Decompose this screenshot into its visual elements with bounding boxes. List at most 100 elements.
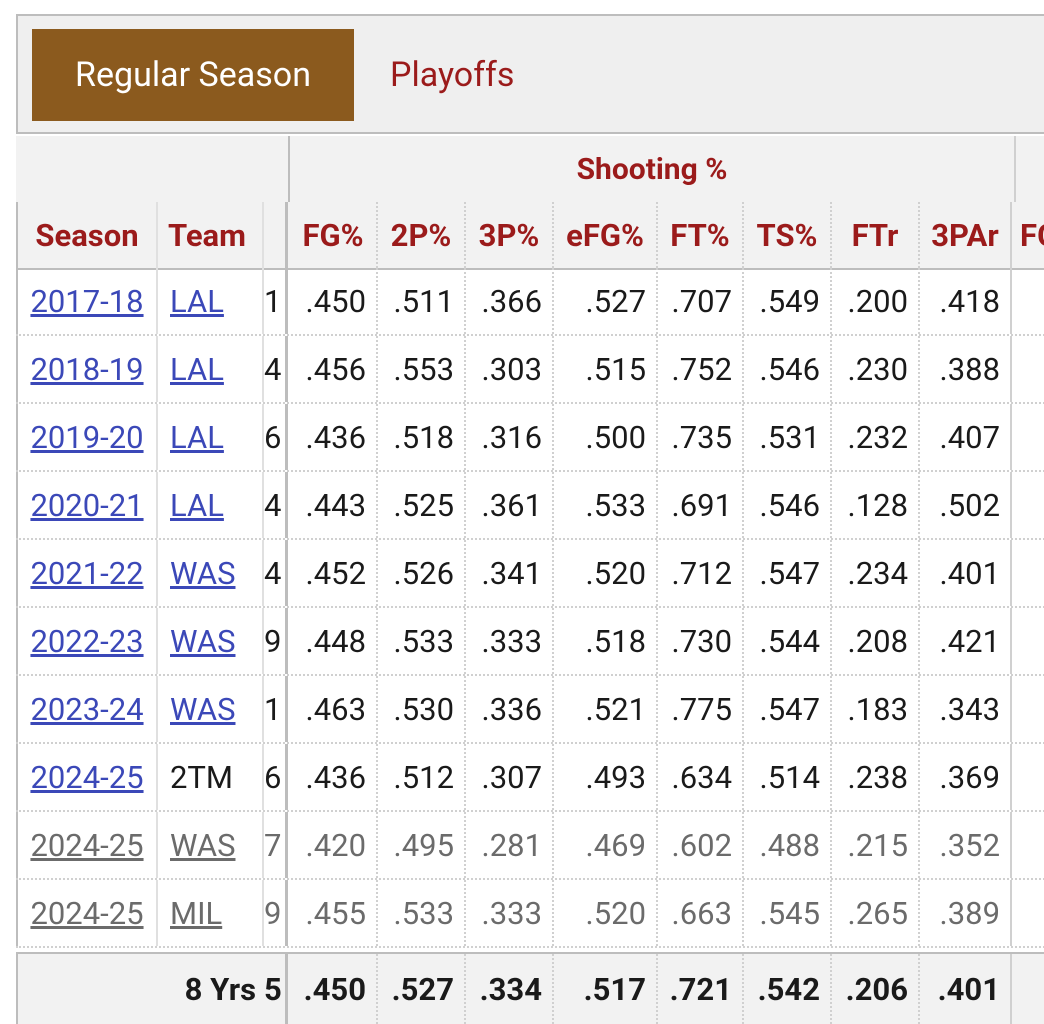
cell-fg-pct: .456 xyxy=(290,336,378,402)
cell-fg-pct: .436 xyxy=(290,744,378,810)
cell-2p-pct: .512 xyxy=(378,744,466,810)
team-link[interactable]: WAS xyxy=(158,676,264,742)
cell-3par: .502 xyxy=(920,472,1012,538)
cell-ft-pct: .663 xyxy=(658,880,744,946)
column-header-row: Season Team FG% 2P% 3P% eFG% FT% TS% FTr… xyxy=(16,202,1044,270)
season-link[interactable]: 2024-25 xyxy=(16,812,158,878)
season-link[interactable]: 2022-23 xyxy=(16,608,158,674)
season-link[interactable]: 2023-24 xyxy=(16,676,158,742)
total-efg-pct: .517 xyxy=(554,954,658,1024)
cell-frozen-edge: 9 xyxy=(264,608,288,674)
cell-fg-pct: .436 xyxy=(290,404,378,470)
group-header-row: Shooting % xyxy=(16,136,1044,204)
col-header-team[interactable]: Team xyxy=(158,202,264,268)
total-2p-pct: .527 xyxy=(378,954,466,1024)
cell-2p-pct: .525 xyxy=(378,472,466,538)
cell-ft-pct: .707 xyxy=(658,268,744,334)
group-header-shooting: Shooting % xyxy=(288,136,1016,202)
cell-fg-pct: .450 xyxy=(290,268,378,334)
col-header-cut-off[interactable]: FG xyxy=(1020,216,1044,254)
col-header-ft-pct[interactable]: FT% xyxy=(658,202,744,268)
team-link[interactable]: LAL xyxy=(158,472,264,538)
cell-2p-pct: .518 xyxy=(378,404,466,470)
season-link[interactable]: 2024-25 xyxy=(16,744,158,810)
cell-3p-pct: .303 xyxy=(466,336,554,402)
table-row: 2024-25 WAS 7.420.495.281.469.602.488.215.… xyxy=(16,812,1044,880)
cell-fg-pct: .448 xyxy=(290,608,378,674)
cell-ts-pct: .514 xyxy=(744,744,832,810)
cell-2p-pct: .526 xyxy=(378,540,466,606)
table-row: 2019-20 LAL 6.436.518.316.500.735.531.232.… xyxy=(16,404,1044,472)
cell-frozen-edge: 6 xyxy=(264,404,288,470)
cell-3par: .418 xyxy=(920,268,1012,334)
cell-ts-pct: .488 xyxy=(744,812,832,878)
team-link[interactable]: MIL xyxy=(158,880,264,946)
cell-ft-pct: .602 xyxy=(658,812,744,878)
tab-regular-season[interactable]: Regular Season xyxy=(32,29,354,121)
cell-ts-pct: .531 xyxy=(744,404,832,470)
season-link[interactable]: 2018-19 xyxy=(16,336,158,402)
cell-2p-pct: .553 xyxy=(378,336,466,402)
cell-fg-pct: .443 xyxy=(290,472,378,538)
col-header-efg-pct[interactable]: eFG% xyxy=(554,202,658,268)
cell-ts-pct: .547 xyxy=(744,540,832,606)
cell-ts-pct: .546 xyxy=(744,472,832,538)
cell-efg-pct: .527 xyxy=(554,268,658,334)
col-header-fg-pct[interactable]: FG% xyxy=(290,202,378,268)
cell-ftr: .230 xyxy=(832,336,920,402)
col-header-frozen-edge xyxy=(264,202,288,268)
cell-frozen-edge: 1 xyxy=(264,676,288,742)
team-link[interactable]: WAS xyxy=(158,608,264,674)
cell-ftr: .200 xyxy=(832,268,920,334)
cell-ft-pct: .735 xyxy=(658,404,744,470)
season-link[interactable]: 2019-20 xyxy=(16,404,158,470)
col-header-3p-pct[interactable]: 3P% xyxy=(466,202,554,268)
cell-efg-pct: .521 xyxy=(554,676,658,742)
total-3par: .401 xyxy=(920,954,1012,1024)
col-header-ftr[interactable]: FTr xyxy=(832,202,920,268)
cell-2p-pct: .533 xyxy=(378,880,466,946)
col-header-ts-pct[interactable]: TS% xyxy=(744,202,832,268)
col-header-3par[interactable]: 3PAr xyxy=(920,202,1012,268)
team-link[interactable]: WAS xyxy=(158,540,264,606)
tab-playoffs[interactable]: Playoffs xyxy=(390,55,515,95)
col-header-2p-pct[interactable]: 2P% xyxy=(378,202,466,268)
team-link[interactable]: WAS xyxy=(158,812,264,878)
cell-efg-pct: .469 xyxy=(554,812,658,878)
cell-ftr: .234 xyxy=(832,540,920,606)
cell-3par: .352 xyxy=(920,812,1012,878)
cell-3p-pct: .333 xyxy=(466,608,554,674)
season-link[interactable]: 2017-18 xyxy=(16,268,158,334)
cell-ftr: .238 xyxy=(832,744,920,810)
cell-fg-pct: .463 xyxy=(290,676,378,742)
cell-3p-pct: .316 xyxy=(466,404,554,470)
cell-ftr: .265 xyxy=(832,880,920,946)
team-link[interactable]: LAL xyxy=(158,336,264,402)
cell-ft-pct: .752 xyxy=(658,336,744,402)
cell-ftr: .208 xyxy=(832,608,920,674)
cell-ft-pct: .775 xyxy=(658,676,744,742)
cell-3par: .369 xyxy=(920,744,1012,810)
table-row: 2018-19 LAL 4.456.553.303.515.752.546.230.… xyxy=(16,336,1044,404)
table-row: 2021-22 WAS 4.452.526.341.520.712.547.234.… xyxy=(16,540,1044,608)
season-link[interactable]: 2021-22 xyxy=(16,540,158,606)
team-link[interactable]: LAL xyxy=(158,404,264,470)
cell-3p-pct: .366 xyxy=(466,268,554,334)
cell-fg-pct: .420 xyxy=(290,812,378,878)
cell-3par: .343 xyxy=(920,676,1012,742)
cell-3par: .388 xyxy=(920,336,1012,402)
cell-3p-pct: .361 xyxy=(466,472,554,538)
cell-efg-pct: .500 xyxy=(554,404,658,470)
cell-efg-pct: .515 xyxy=(554,336,658,402)
col-header-season[interactable]: Season xyxy=(16,202,158,268)
cell-efg-pct: .518 xyxy=(554,608,658,674)
team-link[interactable]: LAL xyxy=(158,268,264,334)
cell-ts-pct: .547 xyxy=(744,676,832,742)
cell-ts-pct: .546 xyxy=(744,336,832,402)
cell-3p-pct: .307 xyxy=(466,744,554,810)
total-ft-pct: .721 xyxy=(658,954,744,1024)
season-link[interactable]: 2020-21 xyxy=(16,472,158,538)
cell-3p-pct: .281 xyxy=(466,812,554,878)
cell-frozen-edge: 4 xyxy=(264,472,288,538)
season-link[interactable]: 2024-25 xyxy=(16,880,158,946)
